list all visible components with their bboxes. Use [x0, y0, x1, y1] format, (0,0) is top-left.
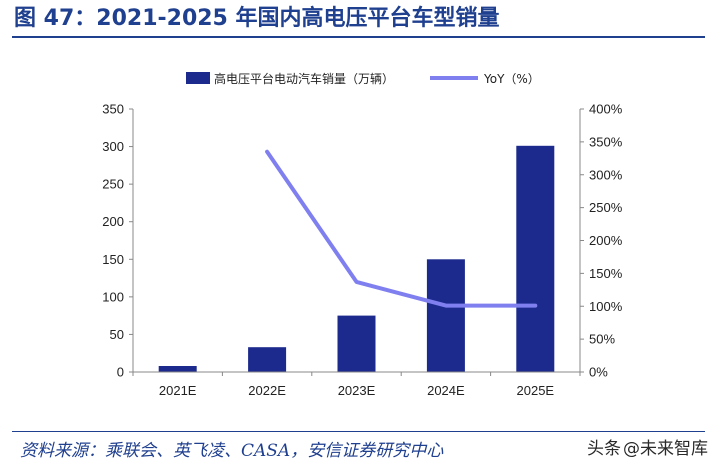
y-left-tick-label: 250 — [102, 177, 124, 192]
source-note: 资料来源：乘联会、英飞凌、CASA，安信证券研究中心 — [20, 441, 444, 461]
y-right-tick-label: 50% — [589, 332, 615, 347]
legend-bar-label: 高电压平台电动汽车销量（万辆） — [214, 71, 394, 86]
watermark-suffix: @未来智库 — [623, 439, 708, 459]
y-right-tick-label: 350% — [589, 134, 623, 149]
source-divider — [12, 431, 705, 432]
legend: 高电压平台电动汽车销量（万辆） YoY（%） — [186, 71, 540, 86]
y-right-tick-label: 0% — [589, 365, 608, 380]
x-tick-label: 2025E — [517, 383, 555, 398]
legend-bar-swatch — [186, 72, 210, 84]
bar-2021E — [158, 366, 197, 372]
y-right-tick-label: 400% — [589, 102, 623, 117]
yoy-point-2023E — [356, 281, 357, 283]
yoy-line-group — [265, 149, 538, 308]
y-left-tick-label: 150 — [102, 252, 124, 267]
axes: 0 50 100 150 200 250 300 350 0% 50% 100% 150% 200% 25… — [102, 102, 622, 399]
y-left-tick-label: 100 — [102, 289, 124, 304]
bar-2022E — [248, 347, 287, 372]
y-left-tick-label: 350 — [102, 102, 124, 117]
bar-group — [158, 145, 555, 372]
watermark: 头条 @未来智库 — [587, 436, 708, 462]
yoy-point-2025E — [534, 305, 536, 307]
figure-title: 图 47：2021-2025 年国内高电压平台车型销量 — [14, 6, 500, 31]
y-right-tick-label: 150% — [589, 266, 623, 281]
x-tick-label: 2024E — [427, 383, 465, 398]
y-right-tick-label: 100% — [589, 299, 623, 314]
bar-2023E — [337, 315, 376, 372]
title-divider — [12, 36, 705, 38]
y-right-tick-label: 250% — [589, 200, 623, 215]
y-left-tick-label: 200 — [102, 214, 124, 229]
y-left-tick-label: 50 — [110, 327, 124, 342]
legend-line-label: YoY（%） — [483, 72, 540, 86]
x-tick-label: 2022E — [248, 383, 286, 398]
y-right-tick-label: 200% — [589, 233, 623, 248]
y-left-tick-label: 300 — [102, 139, 124, 154]
bar-2025E — [516, 145, 555, 372]
x-tick-label: 2023E — [338, 383, 376, 398]
yoy-point-2024E — [445, 305, 447, 307]
yoy-line — [265, 149, 538, 308]
chart: 0 50 100 150 200 250 300 350 0% 50% 100% 150% 200% 25… — [102, 71, 622, 399]
y-left-tick-label: 0 — [117, 365, 124, 380]
watermark-prefix: 头条 — [587, 439, 621, 459]
bar-2024E — [426, 259, 465, 372]
yoy-point-2022E — [266, 151, 268, 153]
y-right-tick-label: 300% — [589, 167, 623, 182]
x-tick-label: 2021E — [159, 383, 197, 398]
